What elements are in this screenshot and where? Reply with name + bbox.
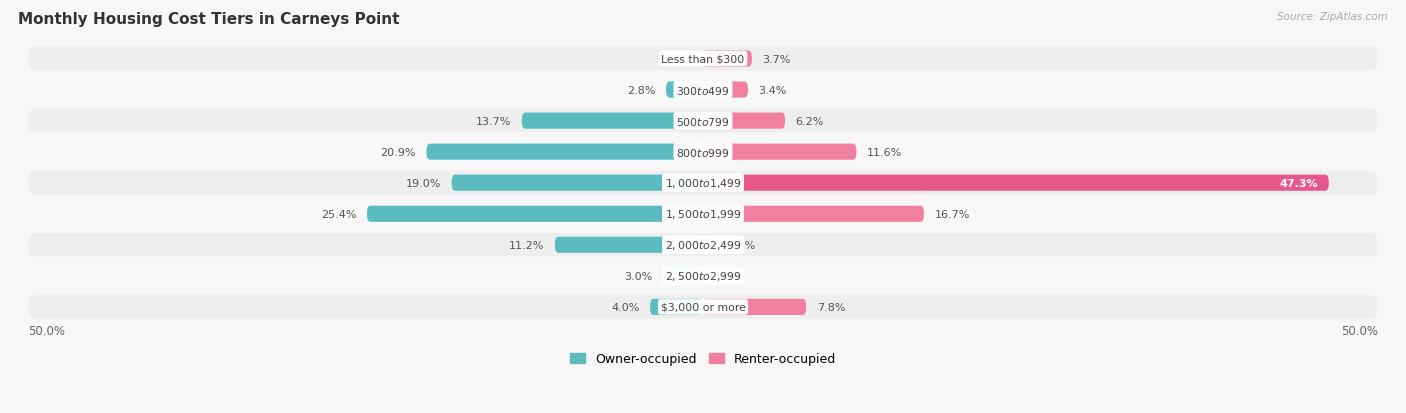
Text: $1,500 to $1,999: $1,500 to $1,999 (665, 208, 741, 221)
Text: 20.9%: 20.9% (381, 147, 416, 157)
FancyBboxPatch shape (28, 47, 1378, 71)
Text: 0.0%: 0.0% (664, 55, 692, 64)
FancyBboxPatch shape (28, 140, 1378, 164)
Text: 3.4%: 3.4% (759, 85, 787, 95)
FancyBboxPatch shape (703, 237, 710, 253)
FancyBboxPatch shape (703, 51, 752, 67)
Legend: Owner-occupied, Renter-occupied: Owner-occupied, Renter-occupied (565, 347, 841, 370)
Text: 25.4%: 25.4% (321, 209, 356, 219)
Text: $1,000 to $1,499: $1,000 to $1,499 (665, 177, 741, 190)
Text: 19.0%: 19.0% (406, 178, 441, 188)
FancyBboxPatch shape (367, 206, 703, 222)
Text: 16.7%: 16.7% (935, 209, 970, 219)
Text: $800 to $999: $800 to $999 (676, 146, 730, 158)
FancyBboxPatch shape (666, 82, 703, 98)
Text: 3.7%: 3.7% (762, 55, 792, 64)
FancyBboxPatch shape (28, 171, 1378, 195)
FancyBboxPatch shape (426, 144, 703, 160)
FancyBboxPatch shape (703, 82, 748, 98)
FancyBboxPatch shape (451, 175, 703, 191)
Text: Source: ZipAtlas.com: Source: ZipAtlas.com (1277, 12, 1388, 22)
Text: Monthly Housing Cost Tiers in Carneys Point: Monthly Housing Cost Tiers in Carneys Po… (18, 12, 399, 27)
FancyBboxPatch shape (28, 78, 1378, 102)
FancyBboxPatch shape (28, 264, 1378, 288)
FancyBboxPatch shape (703, 206, 924, 222)
FancyBboxPatch shape (28, 295, 1378, 319)
Text: $2,500 to $2,999: $2,500 to $2,999 (665, 270, 741, 282)
FancyBboxPatch shape (522, 113, 703, 129)
Text: $300 to $499: $300 to $499 (676, 84, 730, 96)
Text: 11.2%: 11.2% (509, 240, 544, 250)
Text: 0.53%: 0.53% (721, 240, 756, 250)
Text: 11.6%: 11.6% (868, 147, 903, 157)
FancyBboxPatch shape (28, 109, 1378, 133)
Text: $2,000 to $2,499: $2,000 to $2,499 (665, 239, 741, 252)
FancyBboxPatch shape (555, 237, 703, 253)
FancyBboxPatch shape (703, 144, 856, 160)
FancyBboxPatch shape (664, 268, 703, 284)
FancyBboxPatch shape (703, 113, 785, 129)
FancyBboxPatch shape (703, 299, 806, 315)
Text: 50.0%: 50.0% (1341, 324, 1378, 337)
Text: $500 to $799: $500 to $799 (676, 115, 730, 127)
Text: $3,000 or more: $3,000 or more (661, 302, 745, 312)
Text: 6.2%: 6.2% (796, 116, 824, 126)
Text: 3.0%: 3.0% (624, 271, 652, 281)
Text: 0.0%: 0.0% (714, 271, 742, 281)
FancyBboxPatch shape (28, 202, 1378, 226)
Text: 47.3%: 47.3% (1279, 178, 1319, 188)
Text: 7.8%: 7.8% (817, 302, 845, 312)
FancyBboxPatch shape (703, 175, 1329, 191)
Text: Less than $300: Less than $300 (661, 55, 745, 64)
Text: 2.8%: 2.8% (627, 85, 655, 95)
Text: 4.0%: 4.0% (612, 302, 640, 312)
FancyBboxPatch shape (28, 233, 1378, 257)
FancyBboxPatch shape (650, 299, 703, 315)
Text: 13.7%: 13.7% (475, 116, 512, 126)
Text: 50.0%: 50.0% (28, 324, 65, 337)
